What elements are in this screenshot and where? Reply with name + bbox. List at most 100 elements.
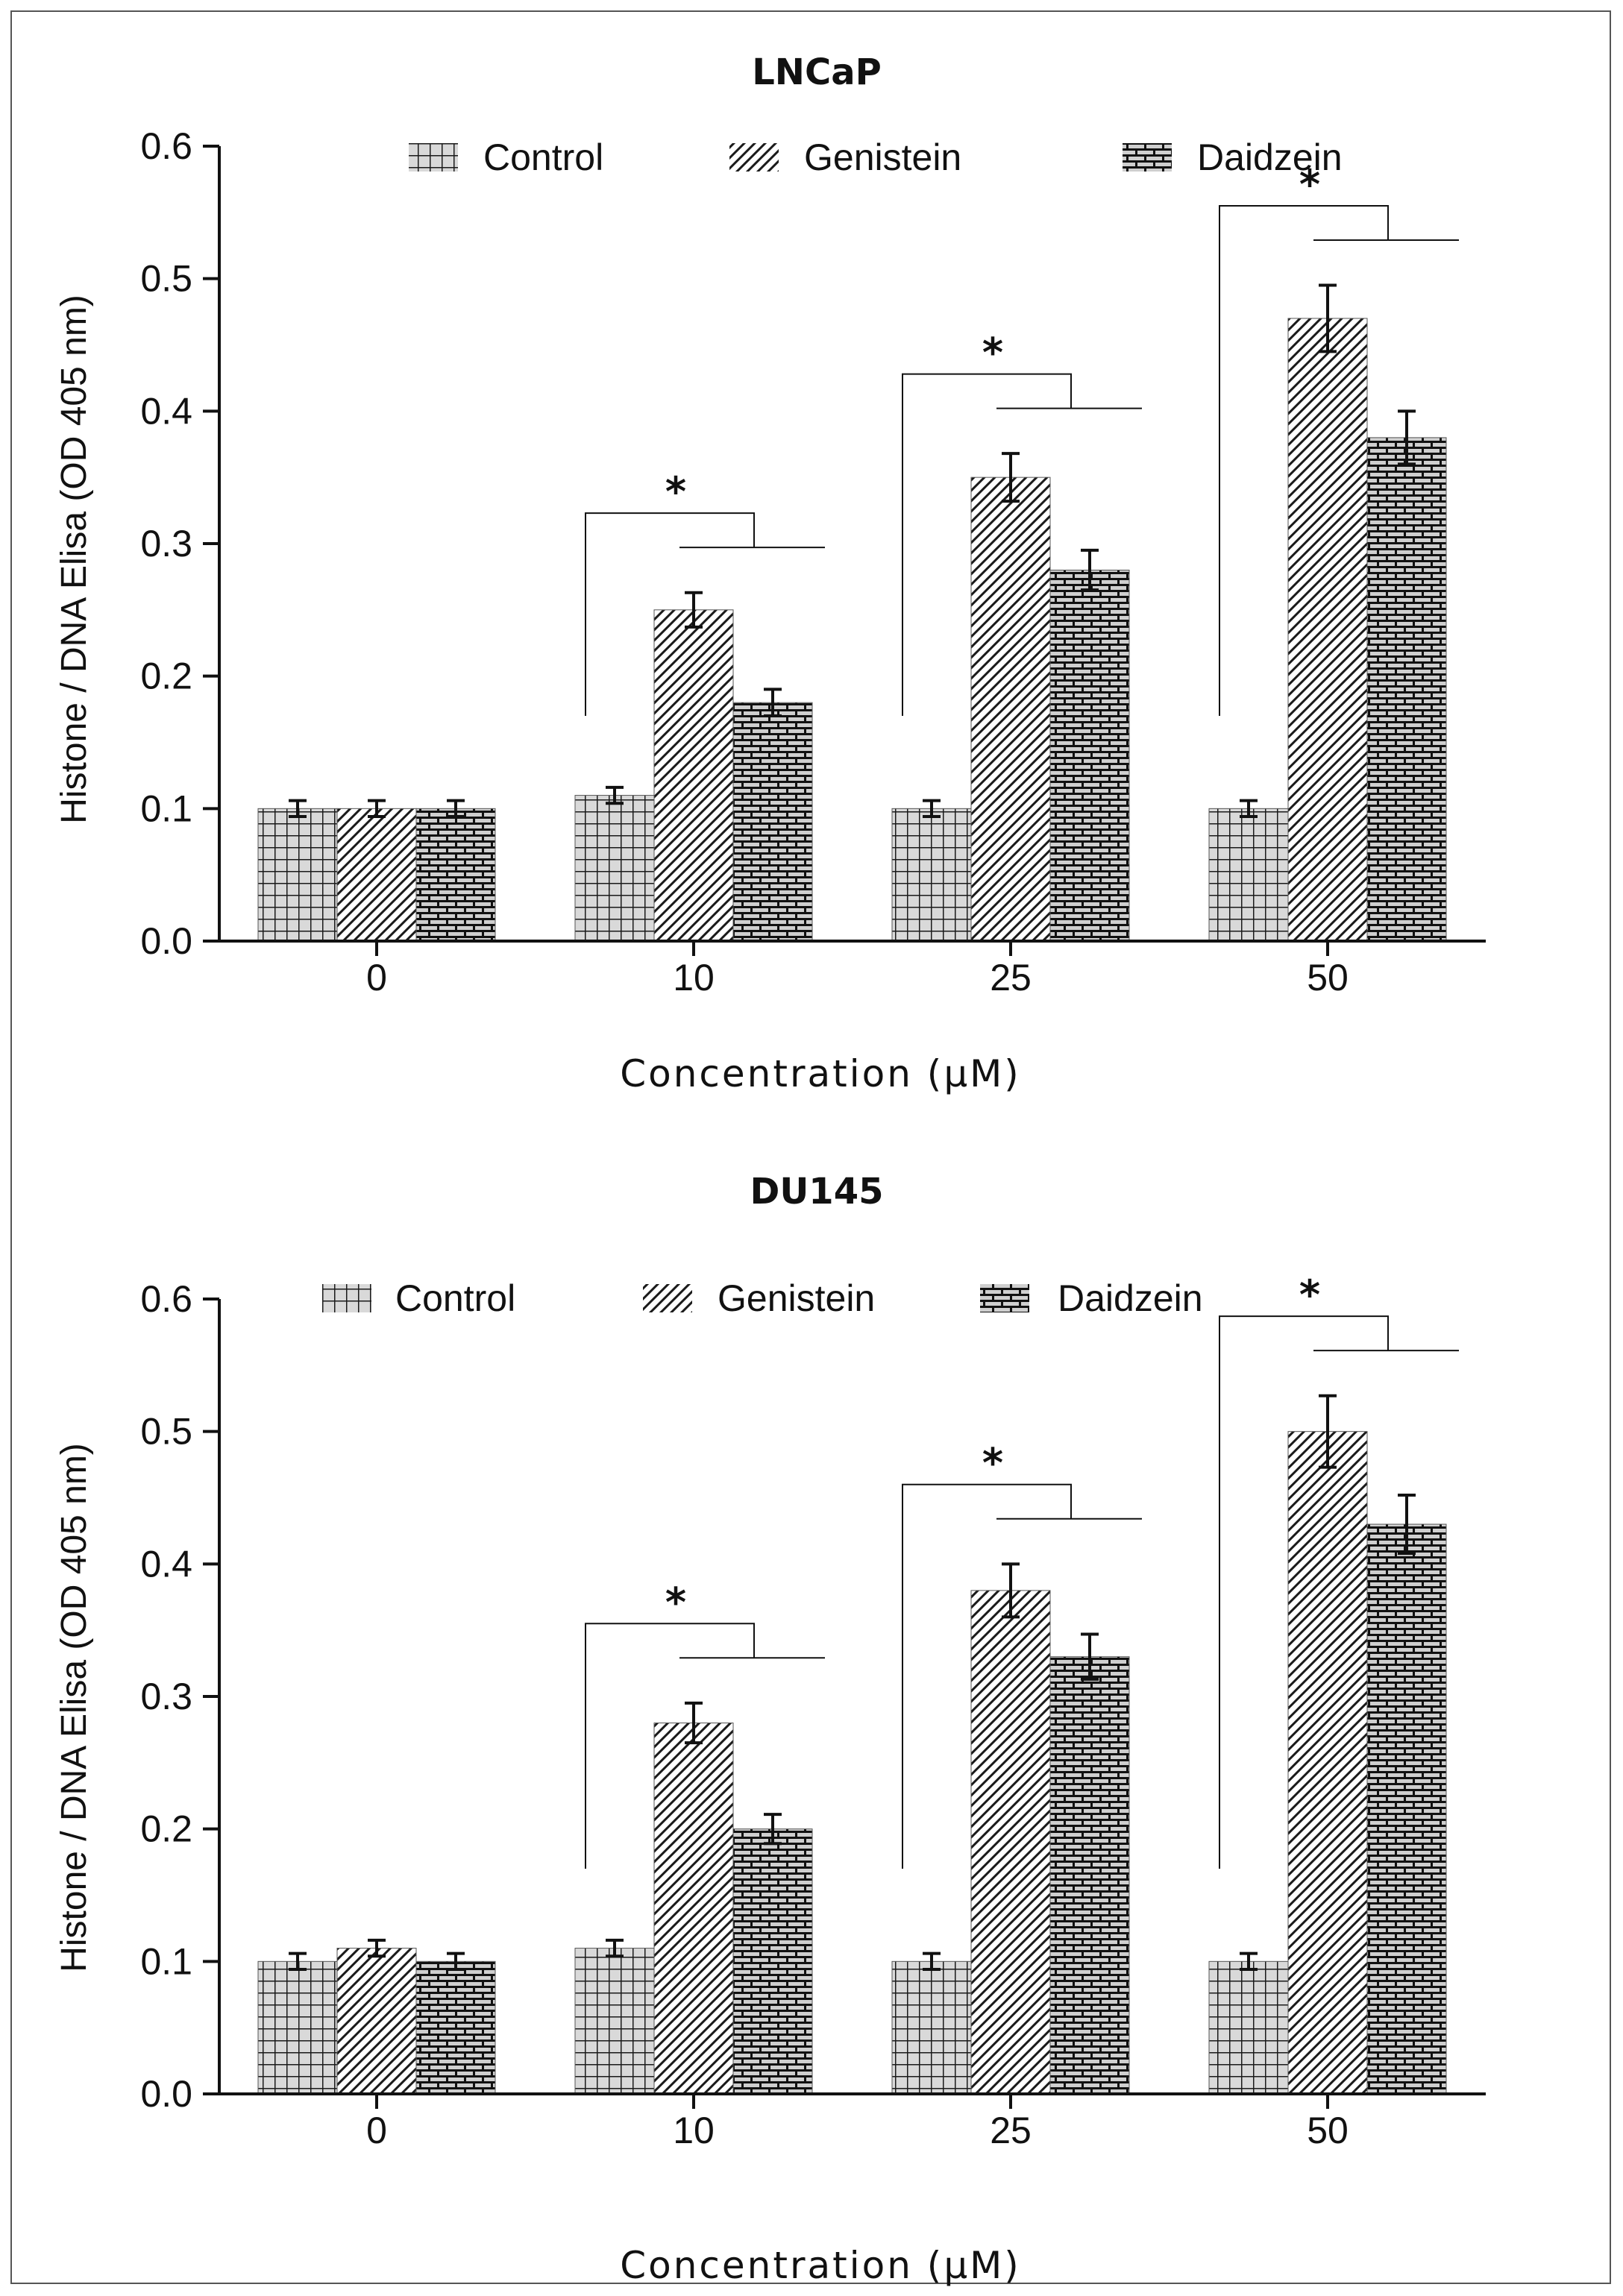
y-tick-label: 0.1	[140, 1940, 192, 1982]
bar-daidzein-50	[1366, 437, 1447, 942]
legend-swatch-daidzein	[1123, 143, 1172, 172]
bar-daidzein-50	[1366, 1523, 1447, 2095]
error-bars	[289, 283, 1416, 818]
bar-genistein-25	[970, 477, 1051, 942]
chart-title: LNCaP	[752, 51, 882, 93]
legend-swatch-genistein	[729, 143, 779, 172]
y-tick-label: 0.5	[140, 258, 192, 300]
x-axis-ticks: 0 10 25 50	[366, 941, 1349, 998]
y-tick-label: 0.0	[140, 920, 192, 962]
bar-control-50	[1208, 808, 1289, 942]
significance-bracket-10: *	[585, 1579, 825, 1869]
y-tick-label: 0.5	[140, 1411, 192, 1453]
bar-genistein-0	[336, 1948, 417, 2095]
bar-control-25	[891, 808, 972, 942]
error-bar-genistein-50	[1319, 283, 1337, 353]
bar-control-25	[891, 1960, 972, 2095]
error-bar-daidzein-10	[764, 688, 782, 717]
error-bar-daidzein-50	[1398, 1493, 1416, 1556]
significance-star: *	[1299, 161, 1320, 208]
bar-daidzein-25	[1049, 1656, 1130, 2095]
bar-genistein-50	[1287, 1431, 1368, 2095]
chart-title: DU145	[750, 1171, 883, 1213]
significance-bracket-50: *	[1219, 1271, 1459, 1869]
bar-control-10	[574, 1948, 655, 2095]
figure-frame	[10, 10, 1611, 2284]
y-tick-label: 0.6	[140, 1278, 192, 1320]
error-bar-control-50	[1240, 1951, 1258, 1971]
significance-star: *	[665, 468, 686, 515]
bar-control-0	[257, 808, 338, 942]
bar-control-10	[574, 795, 655, 942]
error-bar-genistein-10	[685, 1701, 703, 1745]
legend: Control Genistein Daidzein	[409, 136, 1343, 178]
legend-label-control: Control	[395, 1277, 515, 1319]
bar-control-0	[257, 1960, 338, 2095]
chart-panel-lncap: LNCaP Control Genistein Daidzein Histone…	[54, 51, 1486, 1095]
error-bar-control-0	[289, 1951, 307, 1971]
significance-star: *	[982, 1440, 1003, 1487]
chart-panel-du145: DU145 Control Genistein Daidzein Histone…	[54, 1171, 1486, 2287]
legend-label-daidzein: Daidzein	[1058, 1277, 1203, 1319]
y-axis-ticks: 0.0 0.1 0.2 0.3 0.4 0.5 0.6	[140, 125, 219, 962]
error-bar-daidzein-10	[764, 1813, 782, 1846]
legend: Control Genistein Daidzein	[322, 1277, 1203, 1319]
legend-swatch-control	[409, 143, 458, 172]
x-tick-label: 50	[1307, 957, 1349, 998]
error-bar-control-25	[923, 1951, 941, 1971]
significance-star: *	[665, 1579, 686, 1626]
y-axis-label: Histone / DNA Elisa (OD 405 nm)	[54, 1443, 94, 1972]
error-bar-daidzein-0	[447, 1951, 465, 1971]
x-tick-label: 50	[1307, 2110, 1349, 2151]
legend-swatch-daidzein	[980, 1284, 1029, 1312]
bars	[257, 318, 1447, 942]
error-bar-control-10	[606, 1938, 624, 1958]
error-bars	[289, 1394, 1416, 1971]
error-bar-genistein-25	[1002, 1562, 1020, 1619]
bars	[257, 1431, 1447, 2095]
legend-swatch-control	[322, 1284, 371, 1312]
x-axis-label: Concentration (μM)	[620, 2244, 1021, 2287]
y-tick-label: 0.1	[140, 787, 192, 829]
y-axis-ticks: 0.0 0.1 0.2 0.3 0.4 0.5 0.6	[140, 1278, 219, 2115]
x-tick-label: 0	[366, 957, 387, 998]
legend-label-genistein: Genistein	[718, 1277, 875, 1319]
significance-bracket-50: *	[1219, 161, 1459, 716]
bar-daidzein-0	[415, 808, 496, 942]
significance-bracket-10: *	[585, 468, 825, 716]
bar-genistein-50	[1287, 318, 1368, 942]
significance-bracket-25: *	[902, 1440, 1142, 1869]
x-tick-label: 25	[990, 957, 1032, 998]
bar-control-50	[1208, 1960, 1289, 2095]
bar-daidzein-10	[732, 702, 813, 942]
bar-daidzein-10	[732, 1828, 813, 2095]
bar-genistein-10	[653, 609, 734, 942]
y-tick-label: 0.3	[140, 523, 192, 564]
y-tick-label: 0.0	[140, 2073, 192, 2115]
bar-genistein-0	[336, 808, 417, 942]
y-tick-label: 0.4	[140, 390, 192, 432]
y-tick-label: 0.6	[140, 125, 192, 167]
error-bar-control-50	[1240, 799, 1258, 818]
legend-swatch-genistein	[643, 1284, 692, 1312]
error-bar-genistein-25	[1002, 452, 1020, 503]
error-bar-genistein-0	[368, 799, 386, 818]
y-tick-label: 0.3	[140, 1676, 192, 1717]
error-bar-genistein-50	[1319, 1394, 1337, 1469]
error-bar-control-10	[606, 785, 624, 805]
error-bar-daidzein-50	[1398, 409, 1416, 466]
error-bar-genistein-10	[685, 591, 703, 629]
y-tick-label: 0.2	[140, 1808, 192, 1850]
error-bar-daidzein-25	[1081, 1632, 1099, 1681]
error-bar-daidzein-0	[447, 799, 465, 818]
bar-genistein-25	[970, 1590, 1051, 2095]
bar-daidzein-0	[415, 1960, 496, 2095]
x-tick-label: 10	[673, 2110, 715, 2151]
significance-brackets: * * *	[585, 161, 1459, 716]
x-tick-label: 0	[366, 2110, 387, 2151]
x-tick-label: 25	[990, 2110, 1032, 2151]
significance-bracket-25: *	[902, 330, 1142, 716]
y-axis-label: Histone / DNA Elisa (OD 405 nm)	[54, 295, 94, 824]
error-bar-daidzein-25	[1081, 548, 1099, 592]
